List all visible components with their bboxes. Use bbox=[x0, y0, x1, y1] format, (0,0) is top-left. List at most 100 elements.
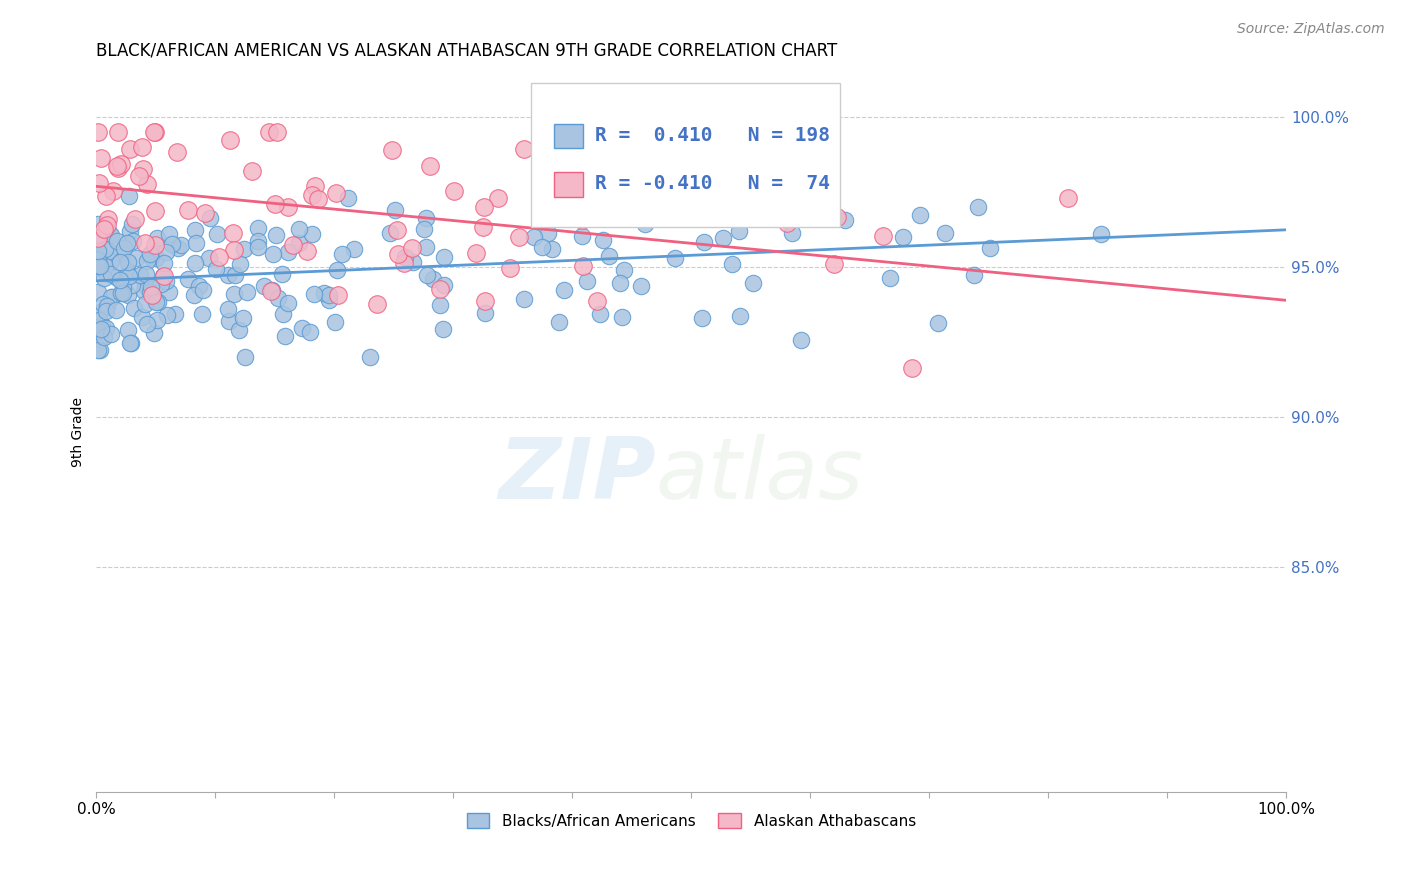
Point bbox=[142, 326, 165, 340]
Point bbox=[118, 268, 141, 283]
Point bbox=[111, 285, 134, 300]
Point bbox=[592, 233, 614, 247]
Point bbox=[233, 242, 256, 256]
Text: R = -0.410   N =  74: R = -0.410 N = 74 bbox=[595, 175, 830, 194]
Point bbox=[93, 222, 115, 236]
Point bbox=[776, 216, 799, 230]
Point bbox=[86, 217, 108, 231]
Point bbox=[571, 228, 593, 243]
Point bbox=[145, 230, 167, 244]
Point bbox=[416, 268, 439, 282]
Point bbox=[139, 250, 162, 264]
Point bbox=[89, 259, 111, 273]
Point bbox=[394, 251, 416, 265]
Point bbox=[131, 140, 153, 154]
Point bbox=[94, 242, 117, 256]
Point bbox=[529, 125, 551, 139]
Point bbox=[94, 266, 117, 280]
Point bbox=[89, 332, 111, 346]
Point bbox=[112, 241, 135, 255]
Point bbox=[191, 307, 214, 321]
Point bbox=[222, 243, 245, 257]
Point bbox=[110, 157, 132, 171]
Point bbox=[630, 279, 652, 293]
Point bbox=[117, 266, 139, 280]
Point bbox=[94, 259, 117, 273]
Point bbox=[184, 256, 207, 270]
Point bbox=[142, 244, 165, 259]
Point bbox=[135, 317, 157, 331]
Point bbox=[301, 188, 323, 202]
Bar bbox=[554, 123, 583, 148]
Point bbox=[318, 293, 340, 308]
Point bbox=[337, 191, 360, 205]
Point bbox=[323, 315, 346, 329]
Point bbox=[222, 226, 245, 240]
Point bbox=[145, 238, 167, 252]
Point bbox=[780, 226, 803, 240]
Point bbox=[122, 301, 145, 315]
Point bbox=[149, 277, 172, 291]
Point bbox=[274, 328, 297, 343]
Point bbox=[609, 276, 631, 290]
Point bbox=[218, 314, 240, 328]
Point bbox=[128, 169, 150, 183]
Point bbox=[263, 196, 285, 211]
Point bbox=[553, 284, 575, 298]
Point bbox=[110, 286, 132, 301]
Point bbox=[713, 231, 735, 245]
Point bbox=[283, 238, 305, 252]
Point bbox=[471, 220, 494, 235]
Point bbox=[97, 244, 120, 258]
Point bbox=[664, 182, 686, 196]
Point bbox=[111, 247, 134, 261]
Point bbox=[131, 310, 153, 324]
Point bbox=[264, 227, 287, 242]
Point bbox=[93, 330, 115, 344]
Point bbox=[107, 125, 129, 139]
Point bbox=[962, 268, 984, 282]
Point bbox=[118, 142, 141, 156]
Point bbox=[205, 227, 228, 241]
Point bbox=[100, 267, 122, 281]
Point bbox=[513, 142, 536, 156]
Point bbox=[100, 326, 122, 341]
Point bbox=[247, 234, 270, 248]
Point bbox=[153, 256, 176, 270]
Point bbox=[433, 250, 456, 264]
Point bbox=[266, 125, 288, 139]
Point bbox=[101, 184, 124, 198]
Point bbox=[312, 286, 335, 301]
Point bbox=[879, 271, 901, 285]
Point bbox=[415, 240, 437, 254]
Point bbox=[217, 268, 239, 283]
Point bbox=[224, 287, 246, 301]
Point bbox=[794, 159, 817, 173]
Point bbox=[499, 260, 522, 275]
Point bbox=[134, 236, 156, 251]
Point bbox=[120, 335, 142, 350]
Point bbox=[86, 259, 108, 273]
Point bbox=[87, 285, 110, 299]
Point bbox=[233, 350, 256, 364]
Point bbox=[654, 178, 676, 193]
Point bbox=[277, 295, 299, 310]
Point bbox=[87, 176, 110, 190]
Point bbox=[217, 302, 239, 317]
Point bbox=[402, 255, 425, 269]
Point bbox=[155, 245, 177, 260]
Point bbox=[690, 310, 713, 325]
Point bbox=[145, 252, 167, 266]
Point bbox=[100, 254, 122, 268]
Point bbox=[156, 308, 179, 322]
Point bbox=[94, 321, 117, 335]
Point bbox=[96, 299, 118, 313]
Point bbox=[86, 244, 108, 259]
Point bbox=[1056, 191, 1078, 205]
Point bbox=[188, 278, 211, 293]
Point bbox=[96, 219, 118, 234]
Point bbox=[143, 125, 166, 139]
Point bbox=[927, 316, 949, 330]
Point bbox=[89, 255, 111, 269]
Point bbox=[100, 290, 122, 304]
